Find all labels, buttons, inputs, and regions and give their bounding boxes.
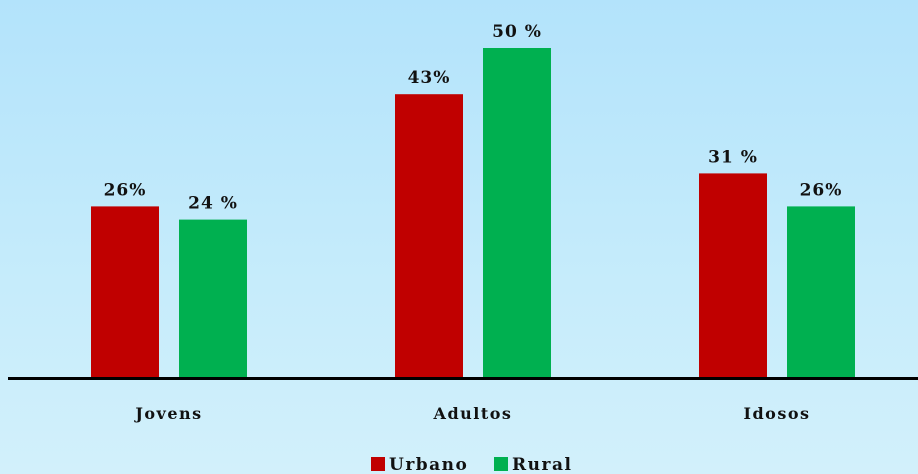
legend-swatch-urbano xyxy=(371,457,385,471)
data-label-urbano-jovens: 26% xyxy=(104,180,147,200)
bar-labels-group: 26% 24 % 43% 50 % 31 % 26% xyxy=(104,22,843,214)
bars-group xyxy=(91,48,855,378)
data-label-urbano-adultos: 43% xyxy=(408,68,451,88)
data-label-rural-jovens: 24 % xyxy=(188,194,238,214)
data-label-rural-idosos: 26% xyxy=(800,180,843,200)
legend-swatch-rural xyxy=(494,457,508,471)
category-labels-group: Jovens Adultos Idosos xyxy=(133,404,810,423)
bar-rural-adultos xyxy=(483,48,551,378)
bar-urbano-jovens xyxy=(91,206,159,378)
bar-rural-jovens xyxy=(179,219,247,378)
bar-urbano-idosos xyxy=(699,173,767,378)
bar-rural-idosos xyxy=(787,206,855,378)
bar-urbano-adultos xyxy=(395,94,463,378)
data-label-urbano-idosos: 31 % xyxy=(708,147,758,167)
category-label-jovens: Jovens xyxy=(133,404,202,423)
legend-label-urbano: Urbano xyxy=(389,455,468,474)
legend: Urbano Rural xyxy=(371,455,572,474)
data-label-rural-adultos: 50 % xyxy=(492,22,542,42)
category-label-idosos: Idosos xyxy=(743,404,810,423)
category-label-adultos: Adultos xyxy=(433,404,513,423)
legend-label-rural: Rural xyxy=(512,455,572,474)
